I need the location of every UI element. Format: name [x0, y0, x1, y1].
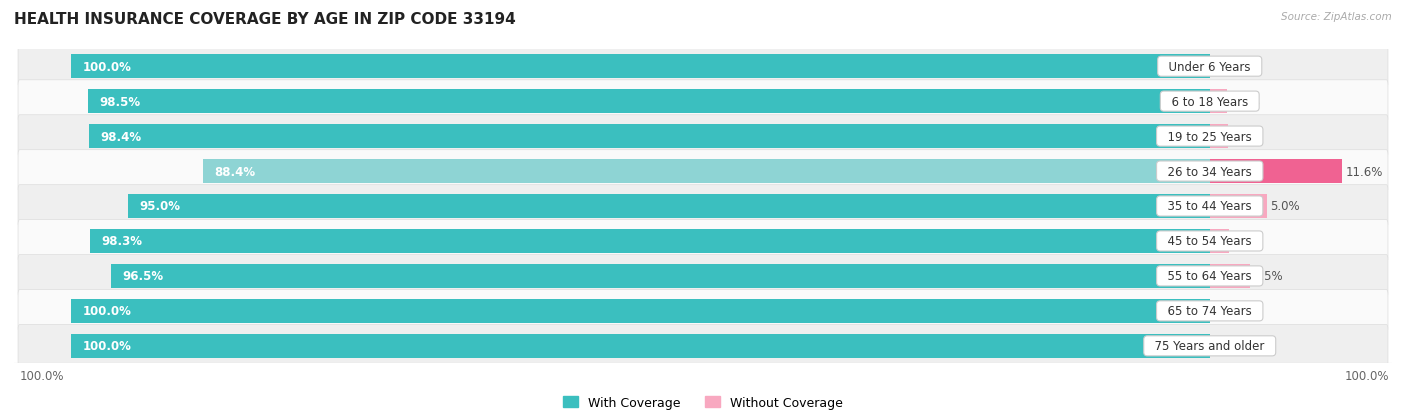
Bar — [90, 229, 1209, 254]
Text: 98.3%: 98.3% — [101, 235, 143, 248]
Text: 1.6%: 1.6% — [1232, 130, 1261, 143]
Bar — [1209, 229, 1229, 254]
Bar — [1209, 194, 1267, 219]
Bar — [128, 194, 1209, 219]
Text: 45 to 54 Years: 45 to 54 Years — [1160, 235, 1260, 248]
Text: 19 to 25 Years: 19 to 25 Years — [1160, 130, 1260, 143]
Bar — [1209, 90, 1227, 114]
Text: Source: ZipAtlas.com: Source: ZipAtlas.com — [1281, 12, 1392, 22]
Bar — [70, 55, 1209, 79]
Text: Under 6 Years: Under 6 Years — [1161, 61, 1258, 74]
Text: 0.0%: 0.0% — [1213, 61, 1243, 74]
Text: 98.4%: 98.4% — [101, 130, 142, 143]
Text: 98.5%: 98.5% — [100, 95, 141, 108]
Text: 5.0%: 5.0% — [1270, 200, 1299, 213]
Text: 1.5%: 1.5% — [1230, 95, 1260, 108]
FancyBboxPatch shape — [18, 290, 1388, 332]
Text: 88.4%: 88.4% — [215, 165, 256, 178]
FancyBboxPatch shape — [18, 116, 1388, 158]
FancyBboxPatch shape — [18, 46, 1388, 88]
Text: 11.6%: 11.6% — [1346, 165, 1382, 178]
FancyBboxPatch shape — [18, 150, 1388, 193]
FancyBboxPatch shape — [18, 81, 1388, 123]
Bar — [1209, 125, 1227, 149]
FancyBboxPatch shape — [18, 185, 1388, 228]
FancyBboxPatch shape — [18, 220, 1388, 263]
FancyBboxPatch shape — [18, 255, 1388, 297]
Bar — [89, 90, 1209, 114]
Text: 100.0%: 100.0% — [83, 61, 131, 74]
Bar — [1209, 159, 1341, 184]
Bar — [89, 125, 1209, 149]
Text: 1.7%: 1.7% — [1233, 235, 1263, 248]
Text: 0.0%: 0.0% — [1213, 339, 1243, 352]
Text: HEALTH INSURANCE COVERAGE BY AGE IN ZIP CODE 33194: HEALTH INSURANCE COVERAGE BY AGE IN ZIP … — [14, 12, 516, 27]
Text: 75 Years and older: 75 Years and older — [1147, 339, 1272, 352]
Legend: With Coverage, Without Coverage: With Coverage, Without Coverage — [558, 391, 848, 413]
Text: 35 to 44 Years: 35 to 44 Years — [1160, 200, 1260, 213]
Text: 100.0%: 100.0% — [1346, 369, 1389, 382]
Bar — [202, 159, 1209, 184]
Text: 96.5%: 96.5% — [122, 270, 163, 283]
Text: 0.0%: 0.0% — [1213, 305, 1243, 318]
FancyBboxPatch shape — [18, 325, 1388, 367]
Bar — [70, 334, 1209, 358]
Text: 6 to 18 Years: 6 to 18 Years — [1164, 95, 1256, 108]
Text: 65 to 74 Years: 65 to 74 Years — [1160, 305, 1260, 318]
Text: 95.0%: 95.0% — [139, 200, 180, 213]
Text: 100.0%: 100.0% — [83, 339, 131, 352]
Bar — [111, 264, 1209, 288]
Text: 55 to 64 Years: 55 to 64 Years — [1160, 270, 1260, 283]
Bar — [1209, 264, 1250, 288]
Text: 3.5%: 3.5% — [1253, 270, 1282, 283]
Text: 26 to 34 Years: 26 to 34 Years — [1160, 165, 1260, 178]
Text: 100.0%: 100.0% — [83, 305, 131, 318]
Bar — [70, 299, 1209, 323]
Text: 100.0%: 100.0% — [20, 369, 65, 382]
